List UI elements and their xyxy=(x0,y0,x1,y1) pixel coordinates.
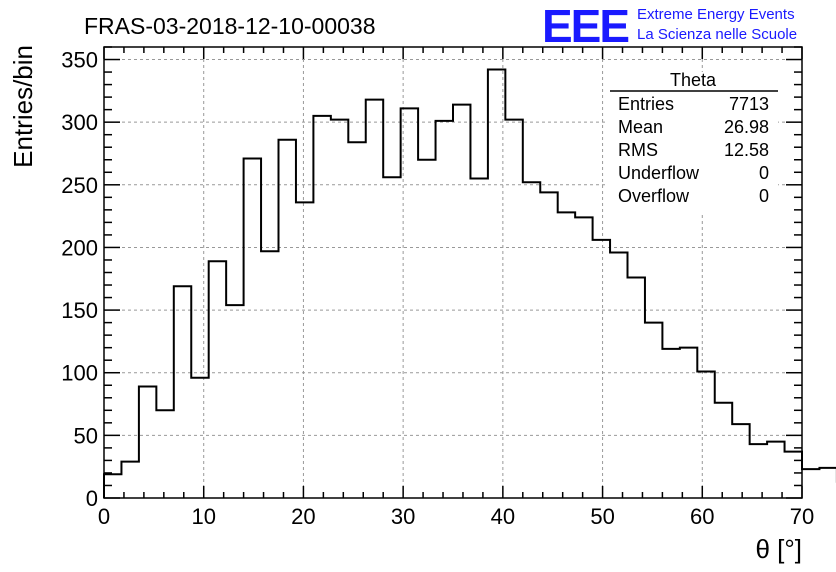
y-tick-label: 150 xyxy=(61,298,98,323)
stats-value: 26.98 xyxy=(724,117,769,137)
histogram-bin xyxy=(767,442,784,498)
stats-value: 0 xyxy=(759,186,769,206)
histogram-bin xyxy=(610,252,627,498)
histogram-bin xyxy=(139,387,156,498)
x-tick-label: 40 xyxy=(491,504,515,529)
y-tick-labels: 0 50 100 150 200 250 300 350 xyxy=(61,48,98,511)
histogram-bin xyxy=(244,158,261,498)
y-tick-label: 0 xyxy=(86,486,98,511)
histogram-bin xyxy=(470,179,487,498)
histogram-bin xyxy=(296,202,313,498)
y-tick-label: 250 xyxy=(61,173,98,198)
histogram-bin xyxy=(226,305,243,498)
stats-row-mean: Mean 26.98 xyxy=(618,117,769,137)
stats-row-entries: Entries 7713 xyxy=(618,94,769,114)
histogram-bin xyxy=(191,378,208,498)
y-tick-label: 200 xyxy=(61,235,98,260)
grid xyxy=(104,47,802,498)
histogram-bin xyxy=(593,240,610,498)
histogram-bin xyxy=(715,403,732,498)
y-tick-label: 350 xyxy=(61,48,98,73)
x-tick-label: 50 xyxy=(590,504,614,529)
stats-value: 12.58 xyxy=(724,140,769,160)
histogram-bin xyxy=(436,121,453,498)
stats-value: 0 xyxy=(759,163,769,183)
stats-row-underflow: Underflow 0 xyxy=(618,163,769,183)
histogram-bin xyxy=(366,100,383,498)
histogram-bin xyxy=(453,105,470,498)
histogram-bin xyxy=(331,120,348,498)
x-tick-label: 70 xyxy=(790,504,814,529)
histogram-bin xyxy=(348,142,365,498)
stats-label: Overflow xyxy=(618,186,690,206)
y-tick-label: 100 xyxy=(61,361,98,386)
histogram-bin xyxy=(488,70,505,498)
histogram-bin xyxy=(313,116,330,498)
histogram-bin xyxy=(174,286,191,498)
y-tick-label: 50 xyxy=(74,423,98,448)
histogram-bin xyxy=(209,261,226,498)
stats-label: Entries xyxy=(618,94,674,114)
histogram-bin xyxy=(540,192,557,498)
histogram-bin xyxy=(418,160,435,498)
histogram-bin xyxy=(628,278,645,498)
y-axis-title: Entries/bin xyxy=(8,45,38,168)
histogram-bin xyxy=(802,469,819,498)
histogram-bin xyxy=(401,108,418,498)
histogram-bin xyxy=(279,140,296,498)
stats-value: 7713 xyxy=(729,94,769,114)
stats-label: Underflow xyxy=(618,163,700,183)
stats-box: Theta Entries 7713 Mean 26.98 RMS 12.58 … xyxy=(608,70,778,212)
chart-title: FRAS-03-2018-12-10-00038 xyxy=(84,13,376,39)
stats-box-title: Theta xyxy=(670,70,717,90)
logo-mark: EEE xyxy=(542,0,628,52)
histogram-outline xyxy=(103,68,836,498)
logo-line-1: Extreme Energy Events xyxy=(637,6,795,23)
x-tick-labels: 0 10 20 30 40 50 60 70 xyxy=(98,504,814,529)
histogram-bin xyxy=(505,120,522,498)
histogram-bin xyxy=(680,348,697,498)
logo-line-2: La Scienza nelle Scuole xyxy=(637,26,797,43)
x-tick-label: 60 xyxy=(690,504,714,529)
histogram-bin xyxy=(732,424,749,498)
histogram-bin xyxy=(785,452,802,498)
x-tick-label: 20 xyxy=(291,504,315,529)
histogram-bin xyxy=(523,182,540,498)
histogram-bin xyxy=(156,410,173,498)
histogram-bin xyxy=(645,323,662,498)
histogram-bin xyxy=(697,371,714,498)
x-axis-title: θ [°] xyxy=(755,534,802,564)
histogram-bin xyxy=(662,349,679,498)
histogram-bin xyxy=(261,251,278,498)
histogram-bin xyxy=(383,177,400,498)
histogram-bin xyxy=(750,444,767,498)
histogram-bin xyxy=(558,212,575,498)
x-tick-label: 10 xyxy=(191,504,215,529)
histogram-bin xyxy=(575,217,592,498)
stats-label: Mean xyxy=(618,117,663,137)
x-tick-label: 0 xyxy=(98,504,110,529)
stats-row-overflow: Overflow 0 xyxy=(618,186,769,206)
stats-label: RMS xyxy=(618,140,658,160)
histogram-bin xyxy=(819,468,836,498)
stats-box-background xyxy=(608,72,778,212)
x-tick-label: 30 xyxy=(391,504,415,529)
stats-row-rms: RMS 12.58 xyxy=(618,140,769,160)
y-tick-label: 300 xyxy=(61,110,98,135)
axis-ticks xyxy=(103,46,803,499)
eee-logo: EEE Extreme Energy Events La Scienza nel… xyxy=(542,0,797,52)
histogram-series xyxy=(103,68,836,498)
